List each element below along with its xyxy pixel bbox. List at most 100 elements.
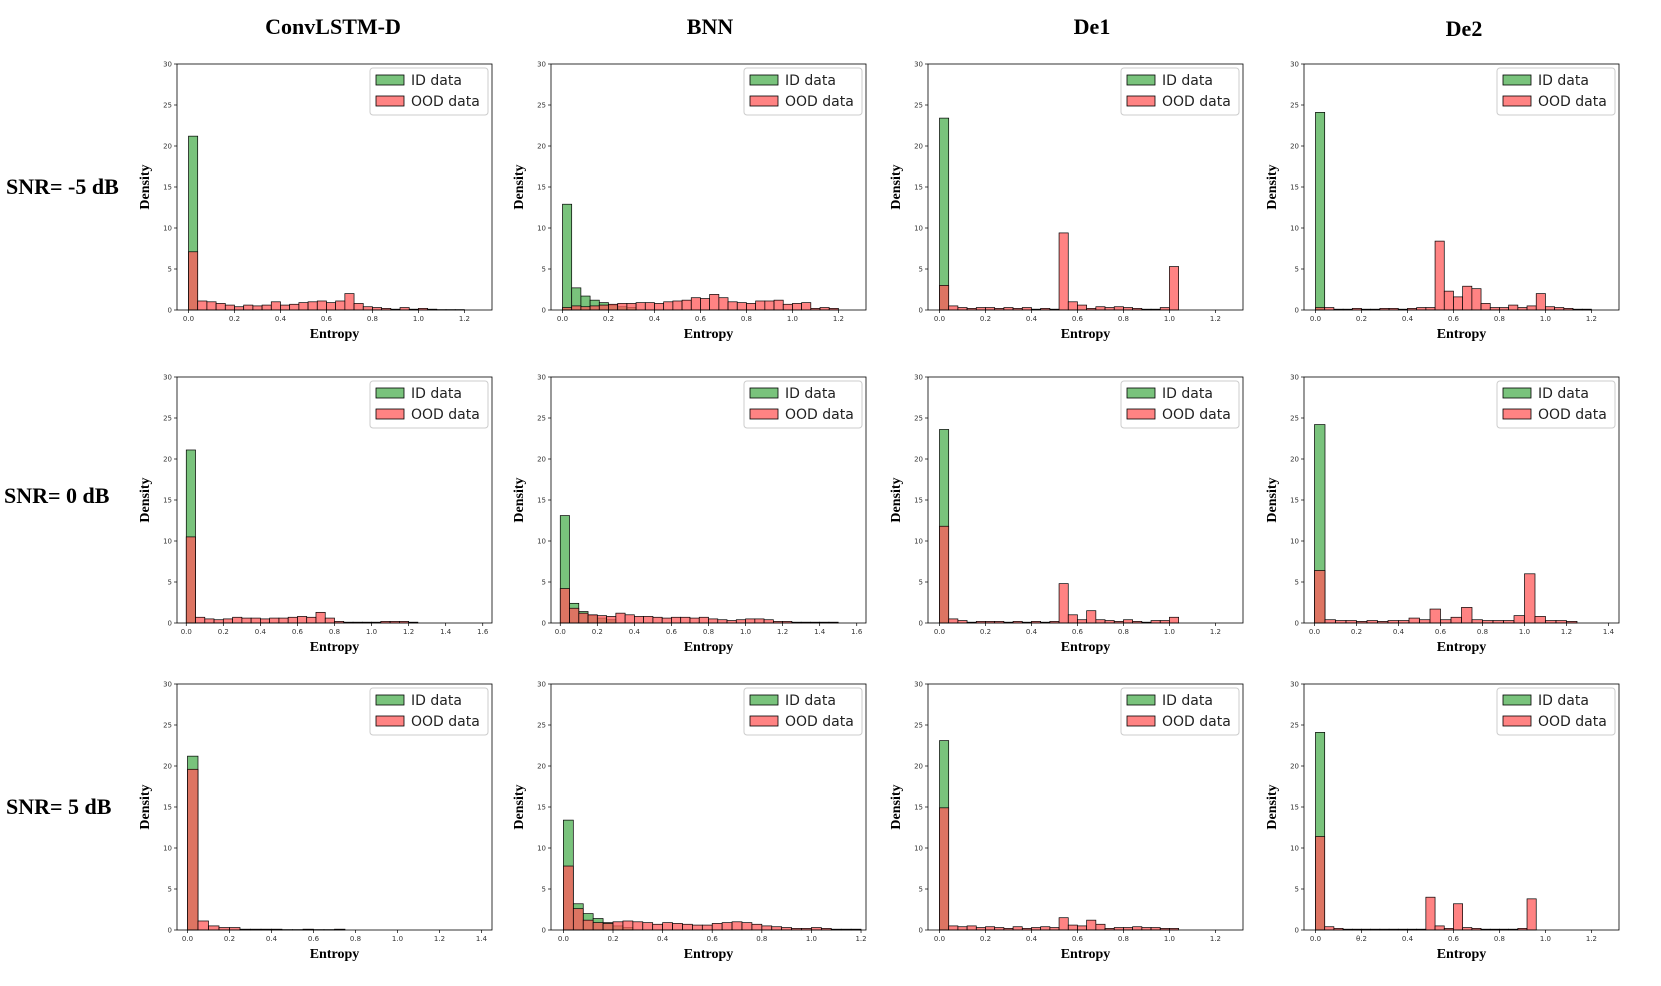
y-tick-label: 5: [1295, 266, 1299, 274]
y-tick-label: 5: [1295, 886, 1299, 894]
histogram-panel: 0.0 0.2 0.4 0.6 0.8 1.0 1.2 0 5 10 15 20 25 30 Entropy…: [889, 681, 1244, 962]
ood-data-bar: [197, 300, 208, 311]
legend-label: OOD data: [411, 407, 480, 423]
ood-data-bar: [1524, 573, 1536, 624]
x-tick-label: 1.2: [459, 315, 470, 323]
x-axis-label: Entropy: [1437, 640, 1487, 655]
ood-data-bar: [580, 306, 591, 311]
ood-data-bar: [344, 293, 355, 311]
ood-data-bar: [746, 303, 756, 311]
legend-label: OOD data: [411, 714, 480, 730]
ood-data-bar: [698, 616, 709, 624]
legend-swatch-ood: [1502, 715, 1532, 727]
x-tick-label: 0.0: [1309, 628, 1320, 636]
y-tick-label: 15: [914, 804, 923, 812]
y-tick-label: 25: [537, 722, 546, 730]
x-tick-label: 0.8: [741, 315, 752, 323]
ood-data-bar: [1067, 924, 1078, 931]
ood-data-bar: [1169, 266, 1179, 311]
legend-swatch-ood: [749, 715, 779, 727]
legend-label: ID data: [1538, 693, 1589, 709]
x-tick-label: 0.6: [1072, 315, 1084, 323]
legend-swatch-id: [1502, 694, 1532, 706]
y-tick-label: 5: [542, 266, 546, 274]
ood-data-bar: [289, 303, 300, 311]
ood-data-bar: [701, 924, 713, 931]
x-tick-label: 0.4: [1026, 935, 1038, 943]
histogram-panel: 0.0 θ.2 0.4 0.6 0.8 1.0 1.2 0 5 10 15 20 25 30 Entropy…: [1265, 681, 1620, 962]
ood-data-bar: [1086, 610, 1097, 624]
ood-data-bar: [250, 617, 261, 624]
x-tick-label: 0.8: [350, 935, 361, 943]
legend-label: ID data: [411, 386, 462, 402]
x-tick-label: 0.2: [229, 315, 240, 323]
row-label-snr-0: SNR= 0 dB: [4, 483, 110, 508]
ood-data-bar: [1453, 903, 1463, 931]
legend: ID data OOD data: [743, 380, 863, 429]
x-tick-label: 1.2: [833, 315, 844, 323]
x-tick-label: 0.6: [707, 935, 719, 943]
ood-data-bar: [709, 294, 720, 311]
ood-data-bar: [563, 865, 574, 931]
legend-swatch-ood: [1502, 408, 1532, 420]
y-tick-label: 30: [914, 681, 923, 689]
y-tick-label: 15: [1290, 497, 1299, 505]
ood-data-bar: [763, 619, 774, 624]
legend-swatch-ood: [375, 715, 405, 727]
x-tick-label: 0.6: [1448, 935, 1460, 943]
ood-data-bar: [948, 618, 959, 624]
y-tick-label: 25: [914, 102, 923, 110]
ood-data-bar: [718, 297, 729, 311]
y-tick-label: 30: [914, 61, 923, 69]
y-tick-label: 10: [914, 845, 923, 853]
ood-data-bar: [771, 926, 783, 931]
y-axis-label: Density: [1265, 477, 1280, 522]
legend-swatch-id: [1126, 694, 1156, 706]
x-tick-label: 1.0: [787, 315, 798, 323]
ood-data-bar: [617, 303, 628, 311]
ood-data-bar: [316, 300, 327, 311]
ood-data-bar: [204, 618, 215, 624]
column-title-de2: De2: [1446, 16, 1483, 41]
legend-swatch-id: [749, 74, 779, 86]
ood-data-bar: [1077, 925, 1087, 931]
ood-data-bar: [297, 616, 308, 624]
y-tick-label: 30: [163, 374, 172, 382]
x-axis-label: Entropy: [1061, 947, 1111, 962]
y-tick-label: 10: [914, 225, 923, 233]
ood-data-bar: [280, 304, 291, 311]
x-tick-label: 1.0: [1540, 315, 1551, 323]
legend-swatch-id: [1126, 387, 1156, 399]
row-label-snr-minus5: SNR= -5 dB: [6, 174, 119, 199]
legend-label: ID data: [785, 73, 836, 89]
ood-data-bar: [224, 304, 235, 311]
ood-data-bar: [1095, 306, 1106, 311]
ood-data-bar: [624, 614, 635, 624]
x-tick-label: 0.8: [1118, 935, 1129, 943]
y-tick-label: 20: [914, 763, 923, 771]
x-tick-label: 0.2: [603, 315, 614, 323]
y-tick-label: 10: [163, 538, 172, 546]
id-data-bar: [562, 203, 573, 311]
x-tick-label: 0.6: [321, 315, 333, 323]
legend-swatch-id: [1126, 74, 1156, 86]
ood-data-bar: [287, 616, 298, 624]
y-tick-label: 20: [163, 143, 172, 151]
y-axis-label: Density: [512, 784, 527, 829]
x-tick-label: 0.0: [558, 935, 569, 943]
y-tick-label: 20: [1290, 456, 1299, 464]
y-tick-label: 10: [914, 538, 923, 546]
x-axis-label: Entropy: [310, 640, 360, 655]
ood-data-bar: [642, 922, 654, 931]
y-tick-label: 20: [537, 763, 546, 771]
ood-data-bar: [326, 302, 337, 311]
ood-data-bar: [572, 908, 584, 931]
ood-data-bar: [1471, 288, 1482, 311]
ood-data-bar: [1113, 306, 1124, 311]
y-tick-label: 10: [163, 225, 172, 233]
y-axis-label: Density: [889, 784, 904, 829]
legend-label: OOD data: [411, 94, 480, 110]
ood-data-bar: [213, 619, 224, 624]
ood-data-bar: [736, 302, 747, 311]
y-tick-label: 0: [168, 620, 172, 628]
